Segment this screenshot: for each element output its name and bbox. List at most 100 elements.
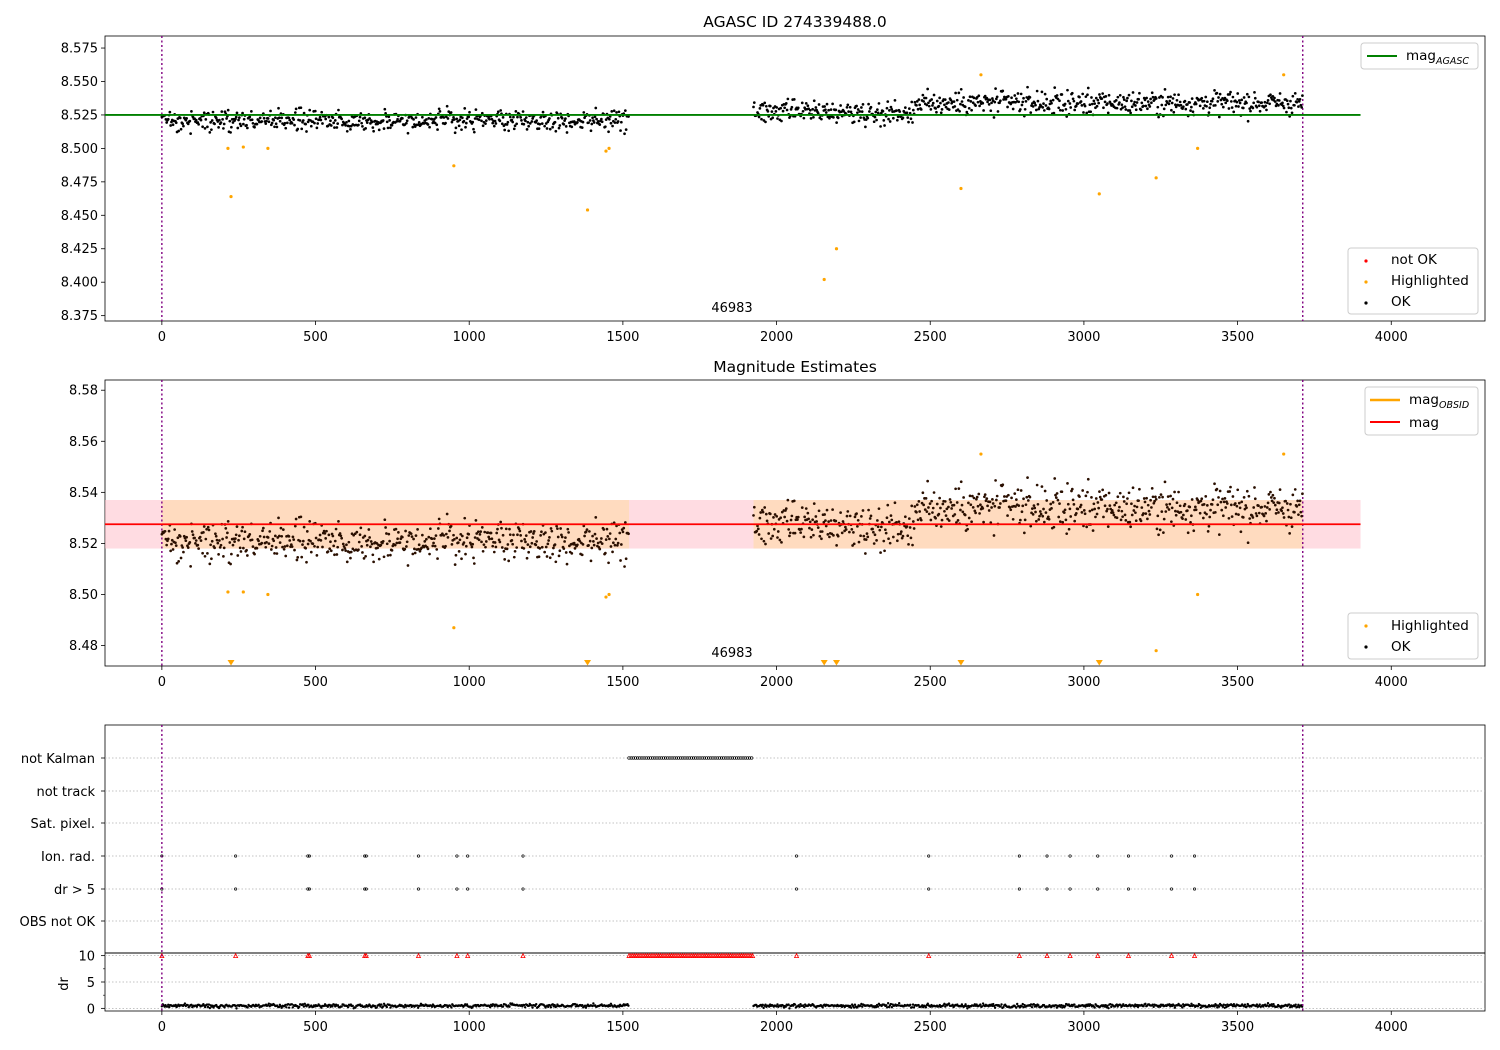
ok-point [611,124,614,128]
ok-point [1056,498,1060,502]
ok-point [336,122,340,125]
ok-point [823,105,826,108]
flag-marker [661,756,666,760]
ok-point [866,535,870,539]
ok-point [1245,489,1249,493]
dr-point [551,1003,555,1006]
dr-point [287,1006,291,1009]
ok-point [949,500,953,504]
flag-marker [1169,887,1174,891]
ok-point [952,503,956,507]
ok-point [176,536,180,540]
ok-point [246,126,249,130]
ok-point [580,553,584,557]
dr-point [166,1005,169,1008]
ok-point [878,528,882,532]
ok-point [382,127,386,130]
ok-point [959,102,962,106]
ok-point [484,545,487,549]
ok-point [1295,505,1299,508]
ok-point [900,536,904,540]
ok-point [846,103,850,107]
highlighted-point [959,186,963,191]
ok-point [273,116,277,120]
dr-clipped-marker [1125,952,1132,959]
ok-point [522,547,526,550]
ok-point [275,552,279,555]
ok-point [869,514,873,518]
ok-point [1175,501,1179,505]
ok-point [547,539,550,542]
ok-point [943,103,946,107]
flag-row-label: not Kalman [21,752,95,767]
ok-point [1163,88,1167,91]
ok-point [1121,515,1124,519]
flag-marker [722,756,726,760]
ok-point [1183,502,1187,506]
ok-point [1301,94,1304,97]
dr-point [947,1002,951,1005]
ok-point [975,497,978,501]
ok-point [218,118,221,122]
ok-point [861,509,865,512]
ok-point [1094,515,1097,519]
panel-agasc-x-axis: 0 500 1000 1500 2000 2500 3000 3500 4000 [158,321,1408,345]
ok-point [764,120,767,124]
dr-point [1119,1003,1122,1007]
flag-marker [657,756,661,760]
ok-point [333,539,337,543]
ok-point [787,528,791,531]
ok-point [971,506,975,509]
ok-point [1034,510,1037,514]
ok-point [206,525,210,529]
ok-point [1257,511,1261,515]
ok-point [800,101,804,105]
ok-point [313,121,316,125]
ok-point [1251,516,1255,519]
ok-point [1037,518,1041,521]
ok-point [1246,119,1250,123]
ok-point [248,115,252,119]
ok-point [1190,498,1194,501]
dr-point [874,1005,878,1009]
dr-point [1073,1003,1076,1006]
x-tick-label: 0 [158,330,166,345]
ok-point [1152,501,1156,505]
ok-point [545,127,549,130]
ok-point [450,120,454,124]
ok-point [1082,111,1085,114]
y-tick-label: 8.575 [61,42,98,57]
ok-point [206,125,209,129]
ok-point [1221,105,1225,109]
ok-point [1140,506,1144,509]
ok-point [1270,499,1274,503]
ok-point [1125,502,1128,506]
ok-point [967,106,971,110]
ok-point [1267,492,1271,496]
ok-point [436,557,439,560]
ok-point [355,530,359,534]
ok-point [168,110,172,114]
ok-point [174,544,178,547]
ok-point [1058,502,1061,505]
ok-point [1301,492,1304,496]
ok-point [930,499,933,503]
ok-point [1224,506,1228,509]
flag-marker [363,854,367,858]
ok-point [524,119,527,123]
ok-point [264,122,268,126]
ok-point [1009,102,1013,106]
ok-point [1162,517,1166,521]
ok-point [916,107,920,111]
ok-point [1215,487,1219,491]
ok-point [548,556,552,560]
ok-point [1282,106,1286,110]
ok-point [609,121,613,125]
dr-point [1196,1005,1200,1008]
ok-point [194,118,198,122]
ok-point [1205,100,1209,104]
ok-point [413,125,417,128]
ok-point [1221,514,1225,518]
dr-point [1190,1002,1193,1006]
ok-point [290,121,294,125]
